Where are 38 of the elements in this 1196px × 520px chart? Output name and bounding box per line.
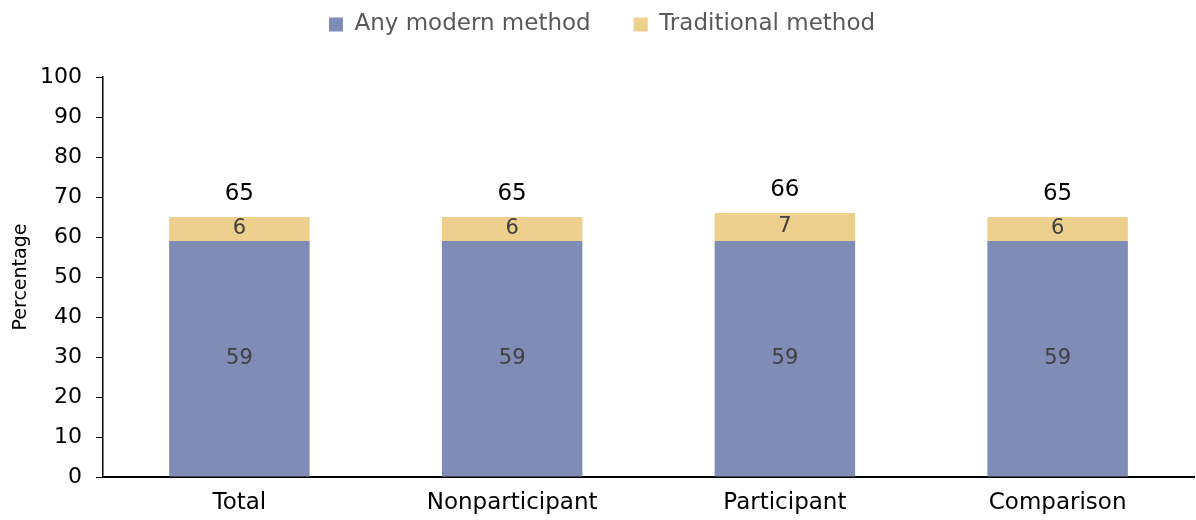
y-tick-label: 0 — [68, 462, 82, 488]
total-label: 65 — [497, 179, 527, 206]
data-label: 59 — [771, 345, 799, 370]
bar — [441, 241, 583, 477]
x-tick-label: Nonparticipant — [426, 487, 598, 514]
legend-label: Traditional method — [658, 9, 876, 36]
legend-label: Any modern method — [354, 9, 591, 36]
data-label: 6 — [232, 215, 247, 240]
data-label: 59 — [226, 345, 253, 370]
y-tick-label: 20 — [54, 382, 82, 408]
bar — [169, 241, 310, 477]
data-label: 6 — [1050, 215, 1065, 240]
y-tick-label: 40 — [54, 302, 82, 328]
y-tick-label: 30 — [54, 342, 82, 368]
y-tick-label: 90 — [54, 102, 82, 128]
data-label: 59 — [1044, 345, 1071, 370]
y-tick-label: 50 — [54, 262, 82, 288]
total-label: 65 — [1042, 179, 1073, 206]
bar — [987, 241, 1128, 477]
y-tick-label: 80 — [54, 142, 82, 168]
x-tick-label: Total — [211, 487, 267, 514]
x-tick-label: Comparison — [988, 487, 1127, 514]
y-axis-title: Percentage — [8, 223, 31, 331]
bar — [714, 213, 856, 241]
total-label: 65 — [224, 179, 255, 206]
total-label: 66 — [770, 175, 800, 202]
y-tick-label: 60 — [54, 222, 82, 248]
x-tick-label: Participant — [723, 487, 847, 514]
bar — [169, 217, 310, 241]
data-label: 7 — [778, 213, 792, 238]
data-label: 59 — [498, 345, 526, 370]
data-label: 6 — [505, 215, 519, 240]
y-tick-label: 70 — [54, 182, 82, 208]
y-tick-label: 100 — [40, 62, 82, 88]
bar — [714, 241, 856, 477]
y-tick-label: 10 — [54, 422, 82, 448]
bar — [987, 217, 1128, 241]
bar — [441, 217, 583, 241]
